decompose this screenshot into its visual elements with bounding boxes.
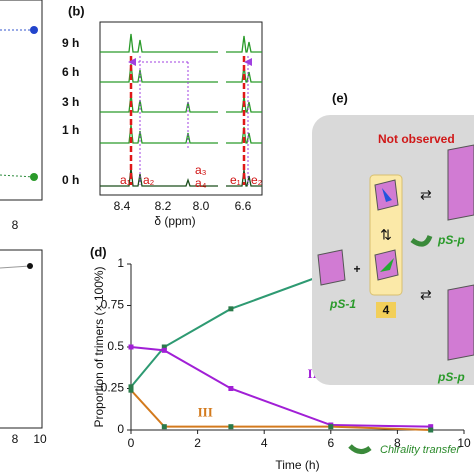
spectrum xyxy=(100,63,262,83)
spectrum xyxy=(100,93,262,113)
product-label: pS-p xyxy=(437,370,465,384)
equilibrium-arrow: ⇄ xyxy=(420,287,432,303)
data-point xyxy=(161,347,167,353)
panel-c-frame xyxy=(0,249,43,429)
x-tick-label: 6.6 xyxy=(235,199,252,213)
data-point xyxy=(128,344,134,350)
data-point xyxy=(161,424,167,430)
spectrum xyxy=(100,124,262,144)
y-tick-label: 0.25 xyxy=(101,381,125,395)
curve xyxy=(0,265,31,269)
data-point xyxy=(128,384,134,390)
peak-label: a₁ xyxy=(120,173,131,187)
x-tick-label: 2 xyxy=(194,436,201,450)
row-label: 3 h xyxy=(62,95,79,109)
point xyxy=(30,173,38,181)
x-tick-label: 6 xyxy=(327,436,334,450)
y-tick-label: 1 xyxy=(117,256,124,270)
molecule-icon xyxy=(374,249,399,281)
molecule-icon xyxy=(447,284,474,361)
dotted-line xyxy=(0,174,35,178)
molecule-icon xyxy=(317,249,346,286)
x-tick-label: 8 xyxy=(394,436,401,450)
row-label: 0 h xyxy=(62,173,79,187)
x-tick-label: 8.2 xyxy=(155,199,172,213)
panel-label: (d) xyxy=(90,244,107,259)
annotation: Not observed xyxy=(378,132,455,146)
data-point xyxy=(128,387,134,393)
equilibrium-arrow: ⇄ xyxy=(420,187,432,203)
point xyxy=(27,263,33,269)
data-point xyxy=(428,427,434,433)
legend-text: Chirality transfer xyxy=(380,444,461,456)
x-tick-label: 10 xyxy=(457,436,471,450)
y-tick-label: 0 xyxy=(117,422,124,436)
data-point xyxy=(228,424,234,430)
series-label: III xyxy=(198,404,213,419)
series-label: II xyxy=(307,366,317,381)
plus: + xyxy=(353,262,360,276)
product-label: pS-p xyxy=(437,233,465,247)
molecule-icon xyxy=(382,188,392,202)
spectrum xyxy=(100,33,262,53)
x-tick-label: 8 xyxy=(12,432,19,446)
x-tick-label: 4 xyxy=(261,436,268,450)
monomer-label: pS-1 xyxy=(329,297,356,311)
x-axis-label: Time (h) xyxy=(275,458,319,472)
chirality-arrow xyxy=(410,235,433,247)
equilibrium-arrow: ⇅ xyxy=(380,227,392,243)
arrowhead xyxy=(128,58,136,66)
panel-label: (b) xyxy=(68,3,85,18)
data-point xyxy=(328,424,334,430)
series-line xyxy=(130,389,431,431)
molecule-icon xyxy=(447,144,474,221)
y-tick-label: 0.75 xyxy=(101,298,125,312)
peak-label: a₂ xyxy=(143,173,155,187)
panel-label: (e) xyxy=(332,90,348,105)
x-tick-label: 8.4 xyxy=(114,199,131,213)
data-point xyxy=(161,344,167,350)
data-point xyxy=(428,424,434,430)
peak-label: e₂ xyxy=(251,173,263,187)
data-point xyxy=(228,386,234,391)
cage-label-box xyxy=(376,302,396,318)
legend-icon xyxy=(348,444,372,454)
row-label: 9 h xyxy=(62,36,79,50)
peak-label: e₁ xyxy=(230,173,241,187)
x-tick-label: 8 xyxy=(12,218,19,232)
spectra xyxy=(100,33,262,187)
data-point xyxy=(228,306,234,312)
molecule-icon xyxy=(380,258,394,272)
row-label: 6 h xyxy=(62,65,79,79)
x-tick-label: 0 xyxy=(128,436,135,450)
x-tick-label: 10 xyxy=(33,432,47,446)
peak-label: a₄ xyxy=(195,176,207,190)
x-axis-label: δ (ppm) xyxy=(154,214,195,228)
panel-a-frame xyxy=(0,0,43,201)
row-label: 1 h xyxy=(62,123,79,137)
x-tick-label: 8.0 xyxy=(193,199,210,213)
y-tick-label: 0.5 xyxy=(107,339,124,353)
point xyxy=(30,26,38,34)
panel-b-frame xyxy=(99,21,263,196)
peak-label: a₃ xyxy=(195,163,207,177)
cage-label: 4 xyxy=(383,303,390,317)
arrowhead xyxy=(244,58,252,66)
y-axis-label: Proportion of trimers (× 100%) xyxy=(92,266,106,427)
